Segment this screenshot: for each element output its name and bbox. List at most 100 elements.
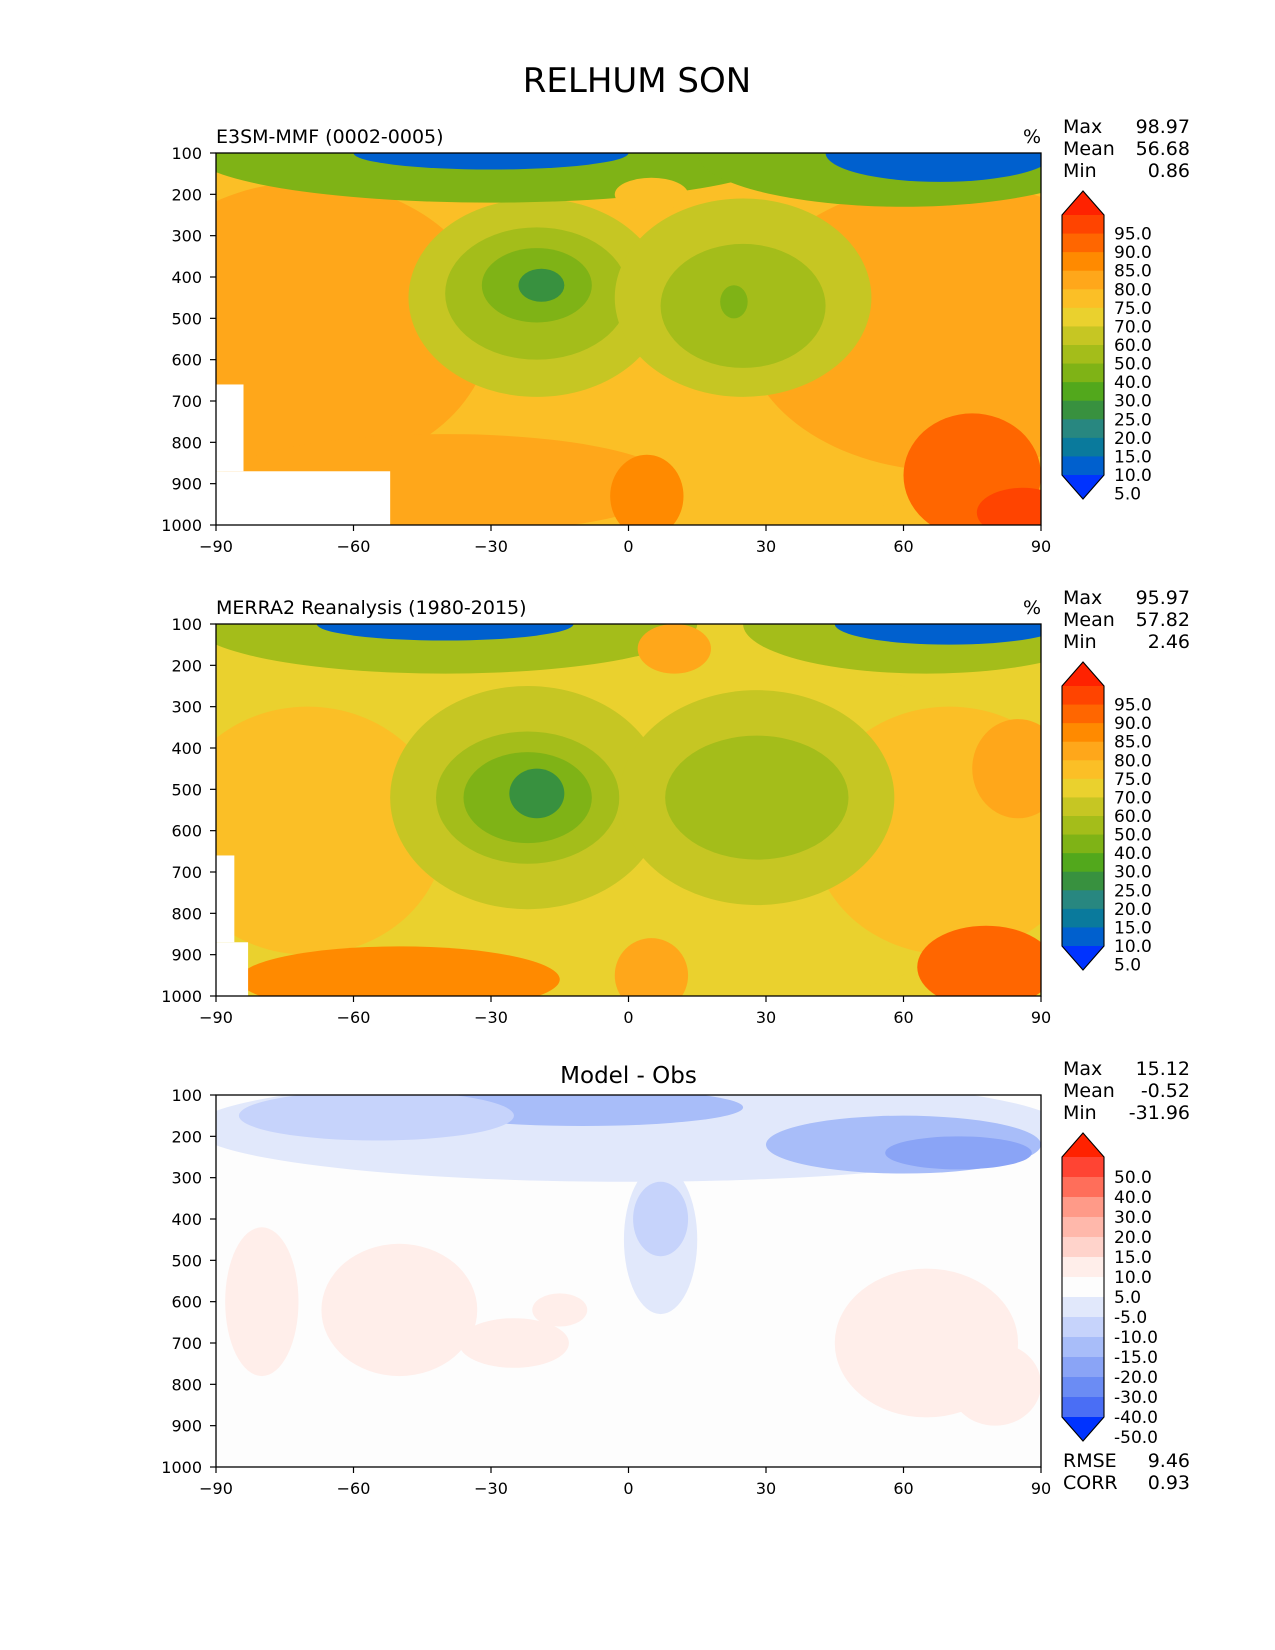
panel-units: % — [1023, 597, 1041, 619]
colorbar-segment — [1062, 326, 1104, 346]
y-tick-label: 600 — [171, 822, 202, 841]
colorbar-segment — [1062, 270, 1104, 290]
colorbar-tick-label: 15.0 — [1114, 1248, 1152, 1268]
colorbar-tick-label: 70.0 — [1114, 788, 1152, 808]
y-tick-label: 500 — [171, 780, 202, 799]
colorbar-tick-label: 60.0 — [1114, 336, 1152, 356]
x-tick-label: −60 — [337, 537, 371, 556]
colorbar-segment — [1062, 456, 1104, 476]
contour-field — [216, 624, 1041, 996]
stat-value: 0.86 — [1148, 160, 1190, 182]
x-tick-label: 60 — [893, 537, 913, 556]
contour-region-16 — [834, 624, 1041, 645]
colorbar-tick-label: 10.0 — [1114, 466, 1152, 486]
contour-region-6 — [633, 1181, 689, 1257]
contour-field — [216, 153, 1041, 525]
panel-units: % — [1023, 126, 1041, 148]
y-tick-label: 900 — [171, 475, 202, 494]
colorbar-tick-label: 10.0 — [1114, 937, 1152, 957]
y-tick-label: 400 — [171, 739, 202, 758]
colorbar-tick-label: 30.0 — [1114, 392, 1152, 412]
colorbar-segment — [1062, 797, 1104, 817]
colorbar: 50.040.030.020.015.010.05.0-5.0-10.0-15.… — [1061, 1132, 1158, 1448]
colorbar-segment — [1062, 1377, 1104, 1398]
stat-value: 15.12 — [1136, 1058, 1190, 1080]
colorbar-segment — [1062, 1197, 1104, 1218]
x-tick-label: 30 — [756, 537, 776, 556]
colorbar-segment — [1062, 289, 1104, 309]
colorbar-tick-label: 50.0 — [1114, 355, 1152, 375]
contour-region-8 — [225, 1227, 299, 1377]
contour-region-9 — [720, 285, 748, 319]
colorbar-tick-label: 30.0 — [1114, 863, 1152, 883]
contour-field — [216, 1095, 1041, 1467]
x-tick-label: 90 — [1031, 537, 1051, 556]
y-tick-label: 300 — [171, 1169, 202, 1188]
colorbar-segment — [1062, 1217, 1104, 1238]
x-tick-label: −60 — [337, 1008, 371, 1027]
stat-value: 2.46 — [1148, 631, 1190, 653]
x-tick-label: −90 — [199, 537, 233, 556]
colorbar-tick-label: -15.0 — [1114, 1348, 1158, 1368]
colorbar-tick-label: 15.0 — [1114, 918, 1152, 938]
y-tick-label: 600 — [171, 351, 202, 370]
colorbar-tick-label: 15.0 — [1114, 447, 1152, 467]
colorbar-tick-label: 95.0 — [1114, 225, 1152, 245]
y-tick-label: 100 — [171, 144, 202, 163]
colorbar-tick-label: 25.0 — [1114, 881, 1152, 901]
colorbar-tick-label: -10.0 — [1114, 1328, 1158, 1348]
colorbar-outline — [1061, 661, 1105, 971]
y-tick-label: 200 — [171, 656, 202, 675]
y-tick-label: 800 — [171, 433, 202, 452]
missing-data-region-1 — [216, 384, 244, 472]
colorbar-segment — [1062, 1397, 1104, 1418]
x-tick-label: 60 — [893, 1479, 913, 1498]
colorbar-tick-label: 20.0 — [1114, 429, 1152, 449]
contour-region-10 — [949, 1343, 1041, 1426]
colorbar-tick-label: 25.0 — [1114, 410, 1152, 430]
colorbar-segment — [1062, 1297, 1104, 1318]
colorbar-segment — [1062, 419, 1104, 439]
stat-label: Max — [1063, 116, 1102, 138]
colorbar-tick-label: 30.0 — [1114, 1208, 1152, 1228]
colorbar-tick-label: 10.0 — [1114, 1268, 1152, 1288]
y-tick-label: 300 — [171, 227, 202, 246]
colorbar-segment — [1062, 1277, 1104, 1298]
colorbar-extend-top — [1062, 191, 1104, 215]
colorbar-tick-label: 60.0 — [1114, 807, 1152, 827]
stat-label: RMSE — [1063, 1450, 1117, 1472]
contour-region-6 — [518, 268, 565, 302]
colorbar-segment — [1062, 1337, 1104, 1358]
colorbar-segment — [1062, 1177, 1104, 1198]
stat-value: -0.52 — [1141, 1080, 1190, 1102]
x-tick-label: −60 — [337, 1479, 371, 1498]
stat-value: 9.46 — [1148, 1450, 1190, 1472]
y-tick-label: 900 — [171, 1417, 202, 1436]
x-tick-label: 60 — [893, 1008, 913, 1027]
contour-region-12 — [972, 719, 1041, 819]
contour-region-7 — [321, 1243, 478, 1377]
y-tick-label: 600 — [171, 1293, 202, 1312]
y-tick-label: 700 — [171, 863, 202, 882]
y-tick-label: 100 — [171, 615, 202, 634]
colorbar-extend-top — [1062, 662, 1104, 686]
colorbar-segment — [1062, 704, 1104, 724]
colorbar-outline — [1061, 1132, 1105, 1442]
colorbar-segment — [1062, 437, 1104, 457]
x-tick-label: −30 — [474, 537, 508, 556]
stat-value: 0.93 — [1148, 1472, 1190, 1494]
y-tick-label: 1000 — [161, 987, 202, 1006]
stat-label: Max — [1063, 587, 1102, 609]
contour-region-4 — [238, 1095, 514, 1141]
contour-region-13 — [976, 487, 1041, 525]
colorbar-segment — [1062, 871, 1104, 891]
colorbar-segment — [1062, 1157, 1104, 1178]
colorbar-tick-label: 90.0 — [1114, 714, 1152, 734]
stat-label: Min — [1063, 631, 1097, 653]
y-tick-label: 300 — [171, 698, 202, 717]
y-tick-label: 1000 — [161, 1458, 202, 1477]
x-tick-label: 30 — [756, 1008, 776, 1027]
contour-region-10 — [614, 938, 689, 996]
